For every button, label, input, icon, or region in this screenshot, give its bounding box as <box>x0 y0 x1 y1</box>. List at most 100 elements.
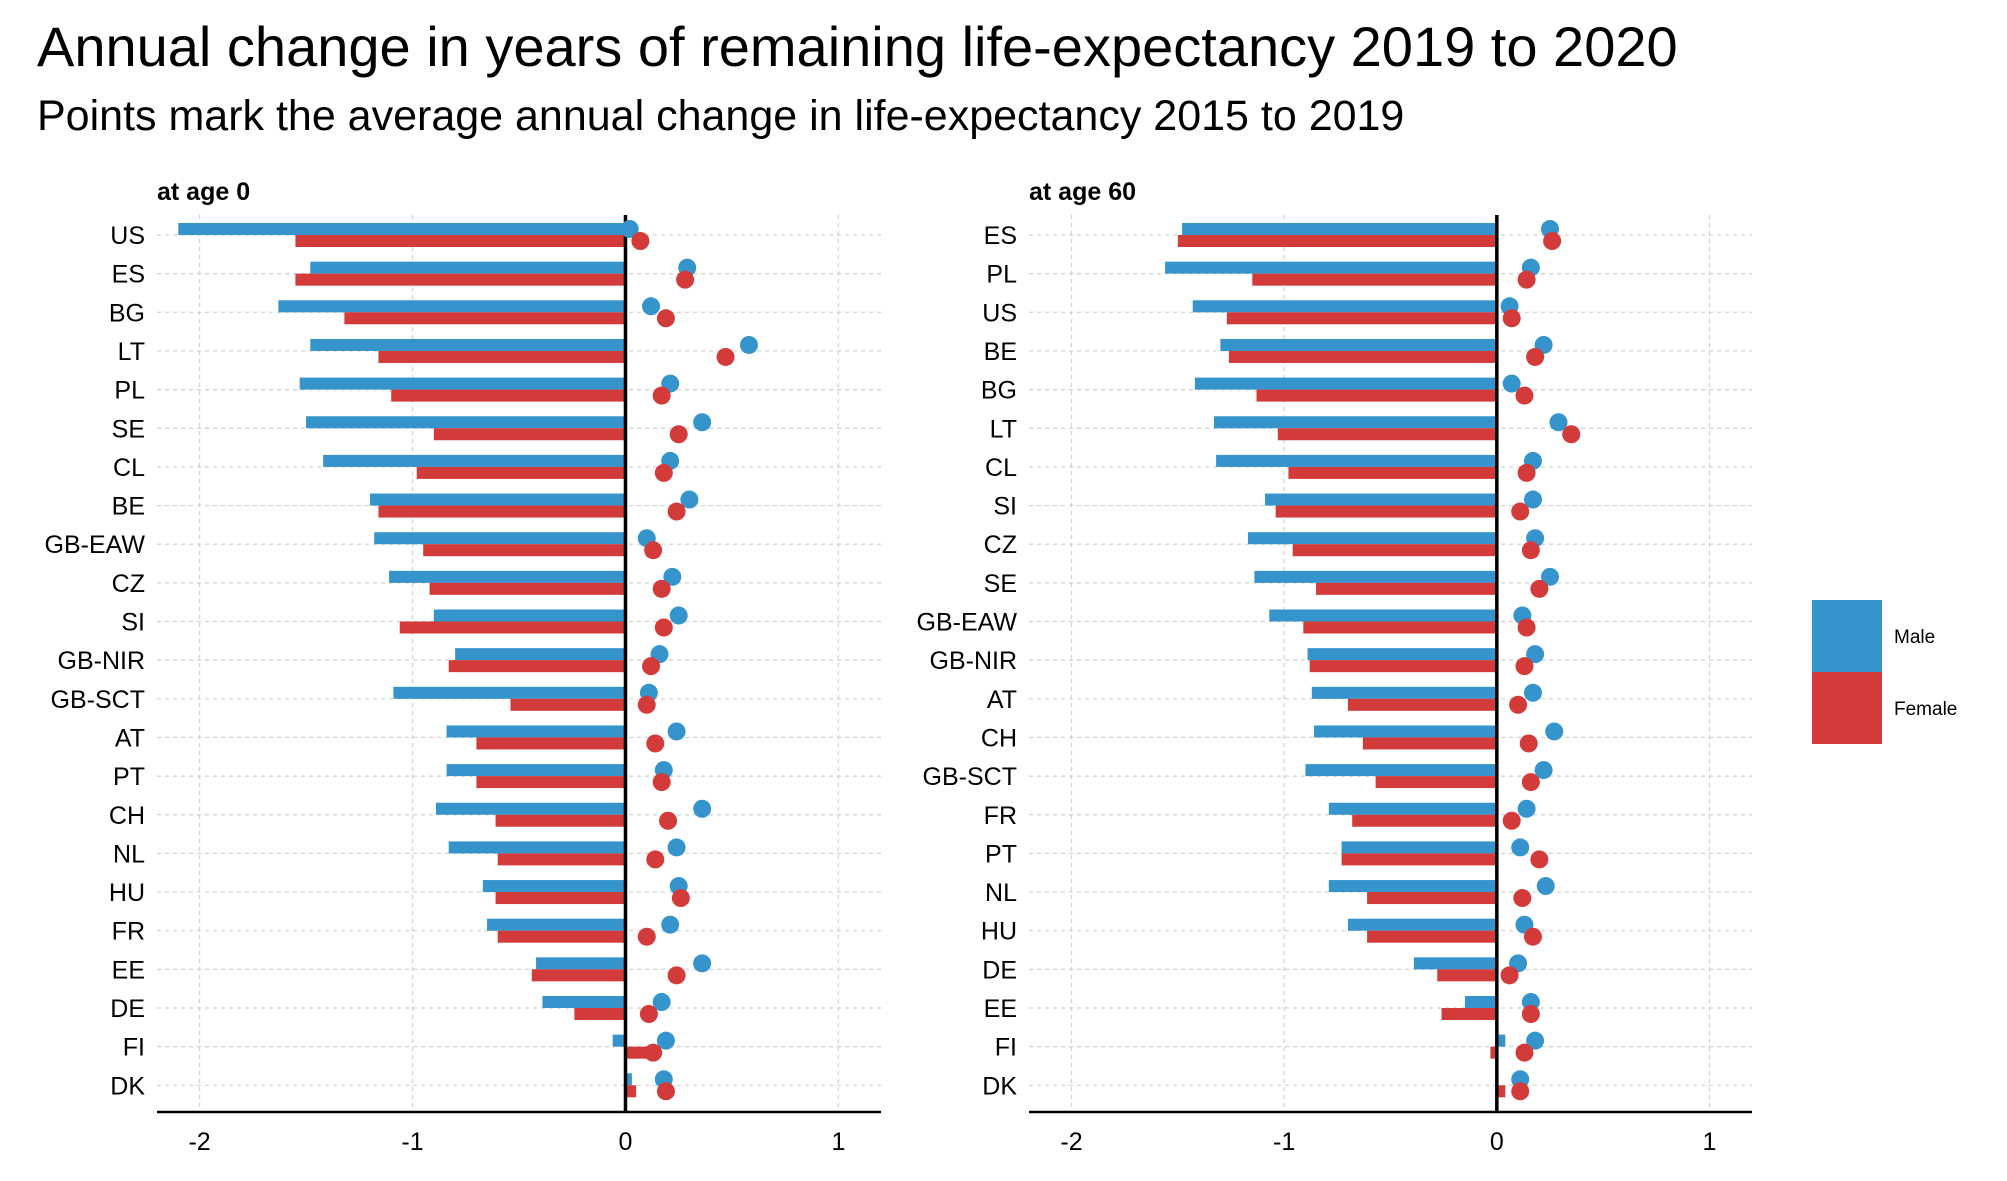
male-point <box>1534 761 1553 780</box>
female-point <box>667 966 686 985</box>
chart-title: Annual change in years of remaining life… <box>37 15 1678 78</box>
category-label: HU <box>981 918 1017 946</box>
male-point <box>663 567 682 586</box>
category-label: ES <box>112 261 145 289</box>
female-bar <box>344 312 626 325</box>
legend: Male Female <box>1812 600 1957 744</box>
male-bar <box>1248 532 1497 545</box>
male-bar <box>542 996 626 1008</box>
female-point <box>652 579 671 598</box>
male-point <box>1523 683 1542 702</box>
male-point <box>1536 877 1555 896</box>
male-bar <box>299 377 626 390</box>
x-tick-label: 1 <box>1703 1128 1717 1156</box>
panel-2: at age 60 ES PL US BE BG LT CL SI CZ SE GB-EAW GB-NI… <box>917 178 1752 1156</box>
female-bar <box>1341 853 1497 866</box>
female-point <box>646 734 665 753</box>
female-point <box>1502 309 1521 328</box>
female-point <box>671 889 690 908</box>
male-point <box>693 413 712 432</box>
female-point <box>637 927 656 946</box>
male-point <box>656 1031 675 1050</box>
male-bar <box>1254 570 1497 583</box>
x-tick-label: -1 <box>1273 1128 1295 1156</box>
male-bar <box>448 841 626 854</box>
female-point <box>1543 232 1562 250</box>
female-point <box>1521 541 1540 560</box>
female-point <box>1519 734 1538 753</box>
female-bar <box>495 814 626 827</box>
category-label: ES <box>984 222 1017 250</box>
female-point <box>716 347 735 366</box>
male-point <box>642 297 661 316</box>
category-label: EE <box>984 995 1017 1023</box>
male-point <box>652 993 671 1011</box>
male-bar <box>178 223 626 235</box>
x-tick-label: -2 <box>1060 1128 1082 1156</box>
female-bar <box>510 698 626 711</box>
female-point <box>1500 966 1519 985</box>
male-bar <box>1341 841 1497 854</box>
category-label: GB-NIR <box>930 647 1018 675</box>
male-bar <box>1216 454 1497 467</box>
female-bar <box>391 389 626 402</box>
category-label: CH <box>981 724 1017 752</box>
category-label: EE <box>112 956 145 984</box>
female-point <box>1515 386 1534 405</box>
male-bar <box>482 880 626 893</box>
female-point <box>1511 1082 1530 1101</box>
female-point <box>642 657 661 676</box>
category-label: GB-EAW <box>45 531 146 559</box>
female-point <box>659 811 678 830</box>
legend-label-male: Male <box>1894 627 1935 648</box>
female-point <box>1517 618 1536 637</box>
category-label: CL <box>113 454 145 482</box>
female-bar <box>1367 892 1497 905</box>
female-bar <box>378 350 626 363</box>
male-point <box>1545 722 1564 741</box>
female-bar <box>1352 814 1497 827</box>
male-bar <box>536 957 626 970</box>
female-bar <box>1228 350 1497 363</box>
female-bar <box>531 969 626 982</box>
legend-swatch-male <box>1812 600 1882 672</box>
category-label: LT <box>990 415 1017 443</box>
female-bar <box>1277 428 1497 441</box>
panel-title: at age 60 <box>1029 178 1136 206</box>
category-label: HU <box>109 879 145 907</box>
x-tick-label: -2 <box>188 1128 210 1156</box>
female-bar <box>625 1085 637 1098</box>
category-label: PT <box>113 763 145 791</box>
category-label: LT <box>118 338 145 366</box>
male-point <box>1526 1031 1545 1050</box>
female-point <box>652 386 671 405</box>
category-label: GB-SCT <box>51 686 145 714</box>
female-point <box>646 850 665 869</box>
male-bar <box>1413 957 1497 970</box>
category-label: PT <box>985 840 1017 868</box>
female-bar <box>448 660 626 673</box>
female-point <box>654 618 673 637</box>
x-tick-label: 0 <box>1490 1128 1504 1156</box>
category-label: DK <box>110 1072 145 1100</box>
female-point <box>1523 927 1542 946</box>
female-bar <box>1437 969 1497 982</box>
category-label: PL <box>114 377 145 405</box>
female-bar <box>1367 930 1497 943</box>
female-bar <box>1252 273 1497 286</box>
male-point <box>1517 799 1536 818</box>
male-bar <box>278 300 626 313</box>
female-bar <box>476 737 626 750</box>
female-point <box>656 1082 675 1101</box>
female-bar <box>1347 698 1497 711</box>
female-point <box>1515 1043 1534 1062</box>
category-label: SI <box>993 493 1017 521</box>
male-bar <box>487 918 626 931</box>
female-bar <box>1292 544 1497 557</box>
female-point <box>667 502 686 521</box>
category-label: FI <box>995 1034 1017 1062</box>
panel-1: at age 0 US ES BG LT PL SE CL BE GB-EAW CZ SI GB-NIR… <box>45 178 881 1156</box>
female-bar <box>1316 582 1497 595</box>
category-label: BG <box>981 377 1017 405</box>
